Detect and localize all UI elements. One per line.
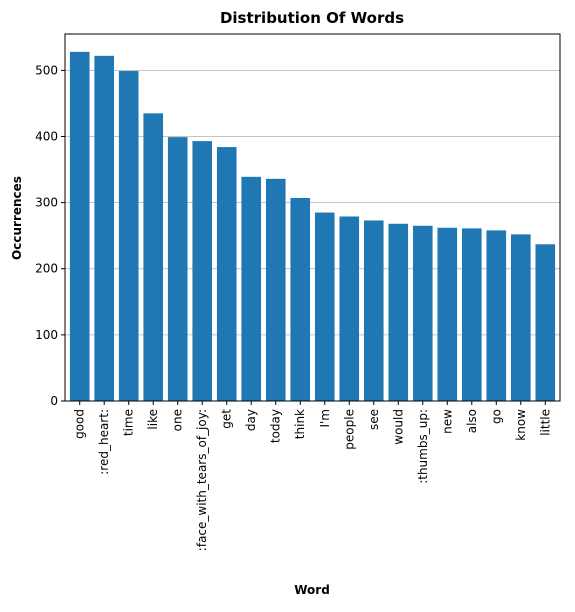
x-axis-label: Word: [294, 583, 330, 597]
bar: [69, 51, 90, 401]
y-axis-label: Occurrences: [10, 176, 24, 260]
x-tick-label: day: [244, 409, 258, 431]
bar: [486, 230, 507, 401]
y-tick-label: 100: [35, 328, 58, 342]
gridlines: [65, 69, 560, 336]
x-tick-label: like: [146, 409, 160, 430]
y-tick-label: 200: [35, 262, 58, 276]
bar: [314, 212, 335, 401]
x-tick-label: good: [73, 409, 87, 439]
bar: [167, 137, 188, 402]
y-tick-label: 0: [50, 394, 58, 408]
x-tick-label: :thumbs_up:: [416, 409, 430, 484]
bar: [461, 228, 482, 401]
x-tick-label: one: [171, 409, 185, 431]
y-tick-label: 300: [35, 196, 58, 210]
bar: [118, 71, 139, 401]
x-tick-label: know: [514, 409, 528, 441]
y-tick-label: 400: [35, 129, 58, 143]
x-tick-label: today: [269, 409, 283, 443]
x-tick-label: people: [342, 409, 356, 450]
bar: [388, 223, 409, 401]
x-tick-label: time: [122, 409, 136, 436]
y-axis: 0 100 200 300 400 500: [35, 63, 65, 408]
bar: [510, 234, 531, 401]
x-tick-label: see: [367, 409, 381, 430]
bar: [192, 141, 213, 401]
x-tick-label: think: [293, 409, 307, 439]
bar: [143, 113, 164, 401]
chart-title: Distribution Of Words: [220, 9, 404, 27]
x-tick-label: :red_heart:: [97, 409, 111, 475]
bar: [265, 178, 286, 401]
x-tick-label: go: [489, 409, 503, 424]
bar: [241, 176, 262, 401]
bar: [535, 244, 556, 401]
bar: [216, 147, 237, 401]
x-tick-label: get: [220, 409, 234, 429]
x-tick-label: would: [391, 409, 405, 445]
plot-frame: [64, 33, 561, 402]
x-tick-label: little: [538, 409, 552, 436]
x-tick-label: I'm: [318, 409, 332, 428]
bar: [437, 227, 458, 401]
bar: [412, 225, 433, 401]
bar: [363, 220, 384, 401]
bar: [339, 216, 360, 401]
bar: [94, 55, 115, 401]
bar: [290, 197, 311, 401]
x-tick-label: new: [440, 409, 454, 434]
x-axis: good :red_heart: time like one :face_with_tea…: [73, 401, 552, 551]
bars: [69, 51, 556, 402]
y-tick-label: 500: [35, 63, 58, 77]
x-tick-label: also: [465, 409, 479, 433]
x-tick-label: :face_with_tears_of_joy:: [195, 409, 209, 551]
